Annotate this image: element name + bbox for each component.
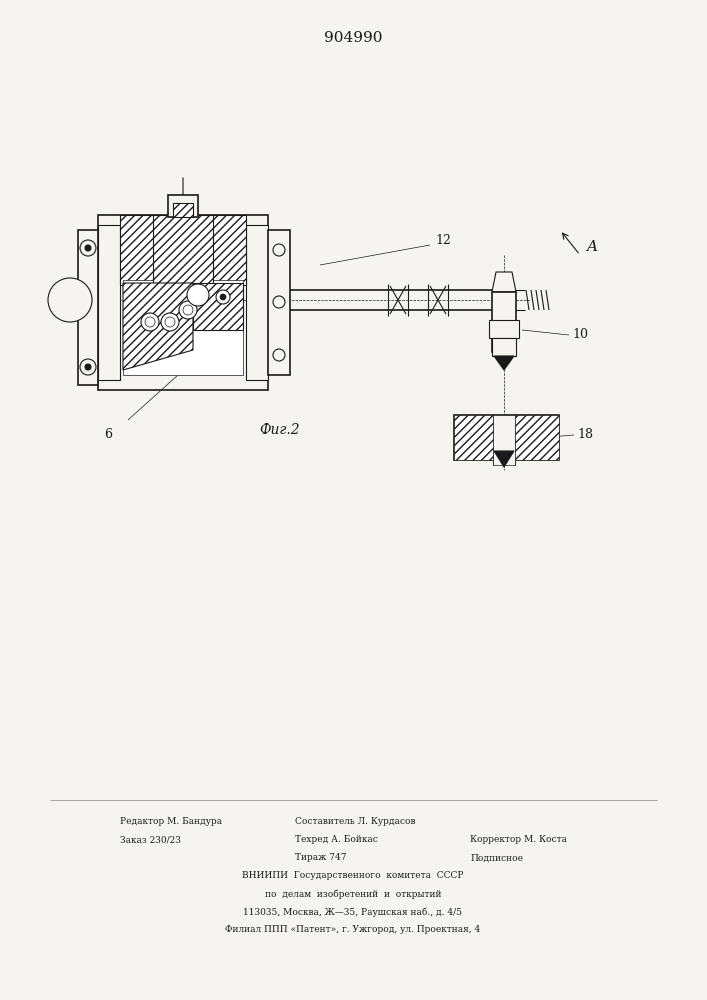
Polygon shape: [494, 451, 514, 467]
Text: по  делам  изобретений  и  открытий: по делам изобретений и открытий: [264, 889, 441, 899]
Circle shape: [273, 244, 285, 256]
Bar: [153, 215, 213, 285]
Circle shape: [216, 290, 230, 304]
Circle shape: [220, 294, 226, 300]
Polygon shape: [193, 283, 243, 330]
Text: Заказ 230/23: Заказ 230/23: [120, 836, 181, 844]
Text: 10: 10: [572, 328, 588, 342]
Bar: [78, 230, 98, 385]
Bar: [454, 415, 493, 460]
Text: Фиг.2: Фиг.2: [259, 423, 300, 437]
Bar: [98, 215, 268, 390]
Text: ВНИИПИ  Государственного  комитета  СССР: ВНИИПИ Государственного комитета СССР: [243, 871, 464, 880]
Bar: [489, 320, 519, 338]
Circle shape: [165, 317, 175, 327]
Text: Филиал ППП «Патент», г. Ужгород, ул. Проектная, 4: Филиал ППП «Патент», г. Ужгород, ул. Про…: [226, 926, 481, 934]
Text: Подписное: Подписное: [470, 854, 523, 862]
Circle shape: [183, 305, 193, 315]
Circle shape: [85, 364, 91, 370]
Circle shape: [80, 359, 96, 375]
Bar: [173, 203, 193, 217]
Bar: [168, 195, 198, 217]
Bar: [493, 415, 515, 465]
Circle shape: [145, 317, 155, 327]
Bar: [492, 338, 516, 356]
Polygon shape: [494, 356, 514, 370]
Text: 12: 12: [435, 233, 451, 246]
Circle shape: [80, 240, 96, 256]
Text: 18: 18: [577, 428, 593, 442]
Text: A: A: [587, 240, 597, 254]
Circle shape: [273, 349, 285, 361]
Polygon shape: [123, 283, 193, 370]
Bar: [98, 225, 120, 380]
Text: 113035, Москва, Ж—35, Раушская наб., д. 4/5: 113035, Москва, Ж—35, Раушская наб., д. …: [243, 907, 462, 917]
Bar: [268, 230, 290, 375]
Circle shape: [187, 284, 209, 306]
Circle shape: [141, 313, 159, 331]
Text: Корректор М. Коста: Корректор М. Коста: [470, 836, 567, 844]
Text: 6: 6: [104, 428, 112, 442]
Text: Составитель Л. Курдасов: Составитель Л. Курдасов: [295, 818, 416, 826]
Text: Техред А. Бойкас: Техред А. Бойкас: [295, 836, 378, 844]
Bar: [120, 215, 246, 285]
Bar: [492, 292, 516, 352]
Circle shape: [48, 278, 92, 322]
Circle shape: [161, 313, 179, 331]
Bar: [454, 415, 559, 460]
Polygon shape: [492, 272, 516, 292]
Circle shape: [85, 245, 91, 251]
Circle shape: [179, 301, 197, 319]
Circle shape: [273, 296, 285, 308]
Bar: [246, 225, 268, 380]
Text: Редактор М. Бандура: Редактор М. Бандура: [120, 818, 222, 826]
Bar: [123, 280, 243, 375]
Text: Тираж 747: Тираж 747: [295, 854, 346, 862]
Bar: [515, 415, 559, 460]
Text: 904990: 904990: [324, 31, 382, 45]
